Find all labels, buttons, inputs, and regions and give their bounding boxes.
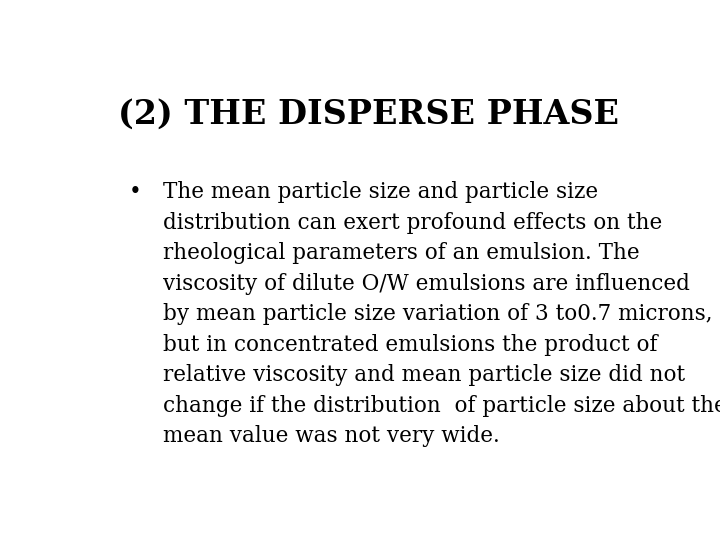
Text: (2) THE DISPERSE PHASE: (2) THE DISPERSE PHASE (119, 98, 619, 131)
Text: The mean particle size and particle size
distribution can exert profound effects: The mean particle size and particle size… (163, 181, 720, 447)
Text: •: • (129, 181, 142, 203)
